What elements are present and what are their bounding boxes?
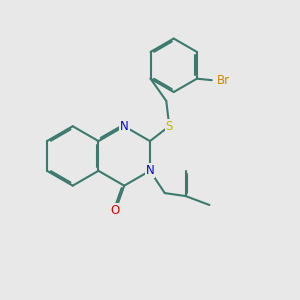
Text: O: O [111, 204, 120, 218]
Text: Br: Br [217, 74, 230, 87]
Text: N: N [146, 164, 154, 177]
Text: N: N [120, 120, 129, 133]
Text: S: S [166, 120, 173, 133]
